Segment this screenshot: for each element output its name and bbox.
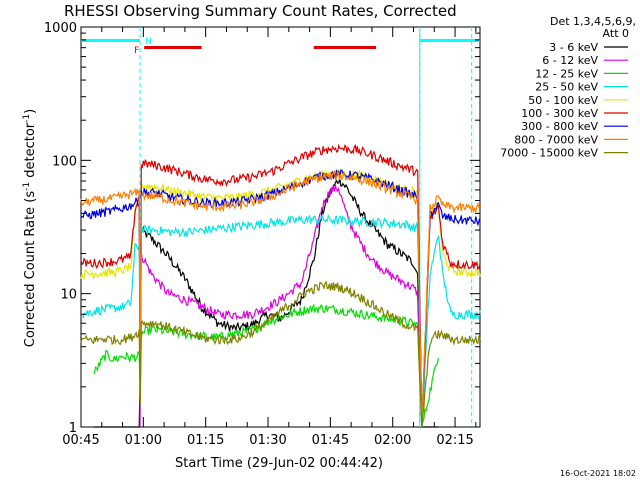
series-line xyxy=(93,303,439,428)
legend-label: 800 - 7000 keV xyxy=(514,133,598,146)
flare-bar xyxy=(144,46,202,49)
x-tick-label: 02:15 xyxy=(436,433,473,448)
flare-label: F xyxy=(134,46,139,56)
legend-attenuator: Att 0 xyxy=(603,27,629,40)
series-line xyxy=(80,169,481,428)
legend-label: 7000 - 15000 keV xyxy=(500,147,598,160)
legend-label: 50 - 100 keV xyxy=(528,94,598,107)
footer-timestamp: 16-Oct-2021 18:02 xyxy=(560,469,636,478)
x-tick-label: 01:15 xyxy=(187,433,224,448)
x-tick-label: 00:45 xyxy=(62,433,99,448)
legend-label: 25 - 50 keV xyxy=(535,81,598,94)
chart-title: RHESSI Observing Summary Count Rates, Co… xyxy=(64,2,457,20)
y-axis-label-sup1: -1 xyxy=(22,182,32,191)
legend-label: 3 - 6 keV xyxy=(549,41,598,54)
x-axis-label: Start Time (29-Jun-02 00:44:42) xyxy=(175,456,383,471)
series-line xyxy=(93,177,439,428)
y-axis-label: Corrected Count Rate (s-1 detector-1) xyxy=(22,109,38,347)
night-bar xyxy=(81,39,141,42)
y-tick-label: 100 xyxy=(52,154,77,169)
axis-layer: 1 10 100 1000 00:45 01:00 01:15 01:30 01:45 02:00… xyxy=(44,21,480,448)
series-line xyxy=(80,169,481,428)
y-axis-label-sup2: -1 xyxy=(22,114,32,123)
y-tick-label: 1000 xyxy=(44,21,77,36)
series-layer xyxy=(80,143,481,428)
night-bar xyxy=(419,39,480,42)
y-tick-label: 10 xyxy=(60,288,77,303)
y-axis-label-end: ) xyxy=(23,109,38,114)
legend-label: 12 - 25 keV xyxy=(535,67,598,80)
legend-detectors: Det 1,3,4,5,6,9, xyxy=(550,15,636,28)
y-axis-label-main: Corrected Count Rate (s xyxy=(23,191,38,348)
x-tick-label: 01:45 xyxy=(312,433,349,448)
x-tick-label: 01:30 xyxy=(249,433,286,448)
y-axis-label-mid: detector xyxy=(23,122,38,182)
legend-label: 300 - 800 keV xyxy=(521,120,598,133)
series-line xyxy=(80,213,481,428)
legend-label: 100 - 300 keV xyxy=(521,107,598,120)
legend-label: 6 - 12 keV xyxy=(542,54,598,67)
y-tick-label: 1 xyxy=(69,421,77,436)
x-tick-label: 02:00 xyxy=(374,433,411,448)
series-line xyxy=(139,184,423,428)
plot-frame xyxy=(80,26,481,428)
series-line xyxy=(80,143,481,428)
flare-bar xyxy=(313,46,377,49)
series-line xyxy=(80,280,481,428)
x-tick-label: 01:00 xyxy=(125,433,162,448)
night-label: N xyxy=(145,37,152,47)
